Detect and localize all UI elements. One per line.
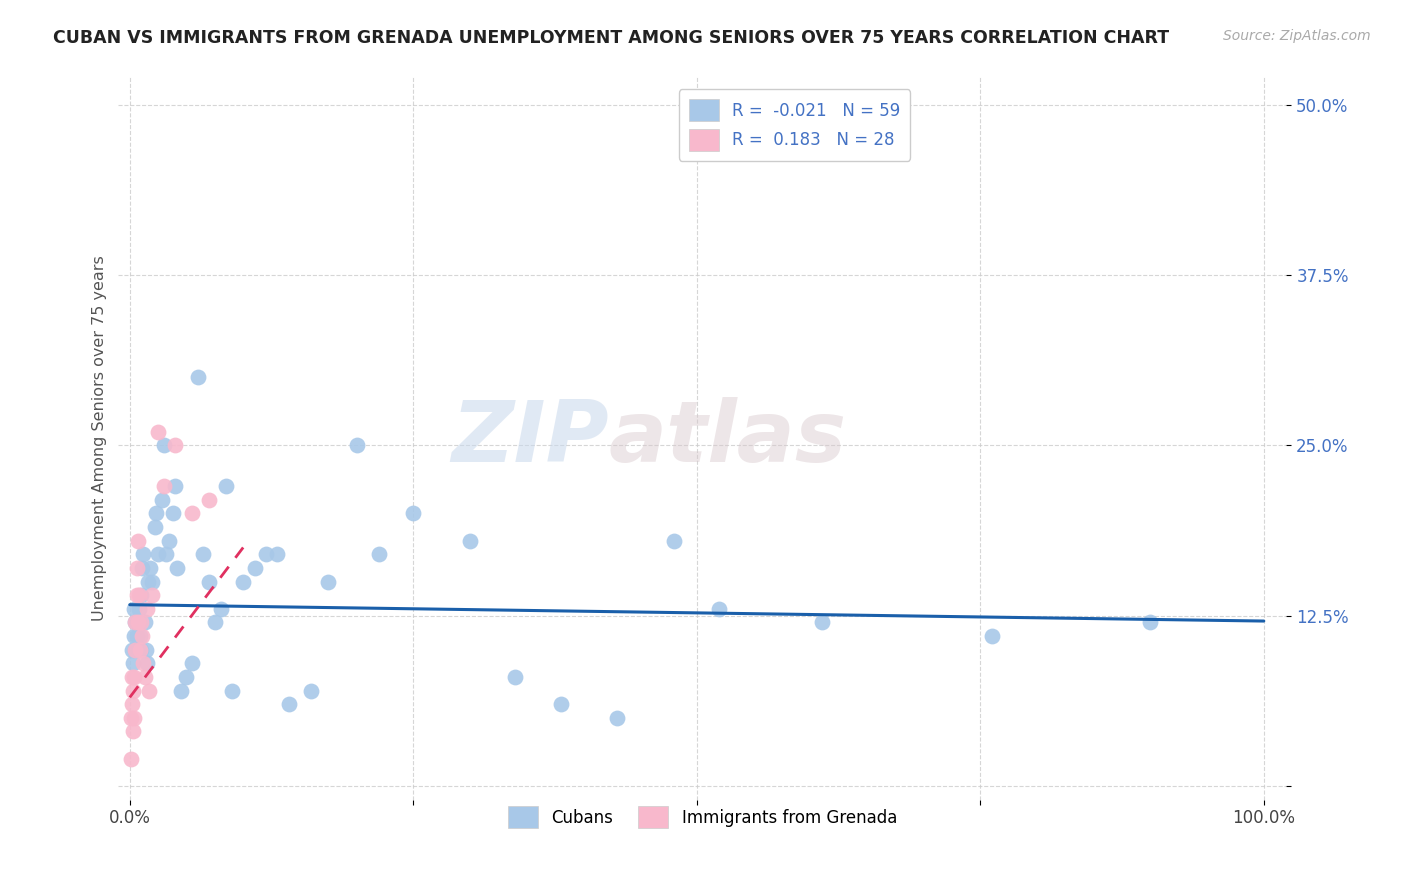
Point xyxy=(170,683,193,698)
Point xyxy=(129,615,152,630)
Point xyxy=(141,574,163,589)
Point xyxy=(166,561,188,575)
Point xyxy=(316,574,339,589)
Point xyxy=(505,670,527,684)
Point xyxy=(132,657,155,671)
Point xyxy=(145,507,167,521)
Point xyxy=(141,588,163,602)
Point xyxy=(125,561,148,575)
Point xyxy=(181,657,204,671)
Point xyxy=(150,492,173,507)
Text: ZIP: ZIP xyxy=(451,397,609,480)
Point xyxy=(124,615,146,630)
Point xyxy=(125,588,148,602)
Point xyxy=(243,561,266,575)
Point xyxy=(458,533,481,548)
Text: CUBAN VS IMMIGRANTS FROM GRENADA UNEMPLOYMENT AMONG SENIORS OVER 75 YEARS CORREL: CUBAN VS IMMIGRANTS FROM GRENADA UNEMPLO… xyxy=(53,29,1170,46)
Point xyxy=(136,574,159,589)
Point xyxy=(181,507,204,521)
Point xyxy=(131,561,153,575)
Point xyxy=(132,547,155,561)
Point xyxy=(165,479,187,493)
Point xyxy=(153,479,176,493)
Point xyxy=(980,629,1002,643)
Point xyxy=(139,561,162,575)
Point xyxy=(266,547,288,561)
Point xyxy=(135,601,157,615)
Point xyxy=(1139,615,1161,630)
Y-axis label: Unemployment Among Seniors over 75 years: Unemployment Among Seniors over 75 years xyxy=(93,256,107,622)
Point xyxy=(124,601,146,615)
Point xyxy=(135,657,157,671)
Point xyxy=(120,711,142,725)
Point xyxy=(299,683,322,698)
Point xyxy=(198,574,221,589)
Point xyxy=(129,642,152,657)
Point xyxy=(134,615,156,630)
Point xyxy=(122,657,145,671)
Point xyxy=(128,588,150,602)
Text: Source: ZipAtlas.com: Source: ZipAtlas.com xyxy=(1223,29,1371,43)
Point xyxy=(187,370,209,384)
Point xyxy=(402,507,425,521)
Text: atlas: atlas xyxy=(609,397,848,480)
Point xyxy=(128,601,150,615)
Point xyxy=(127,533,149,548)
Point xyxy=(124,629,146,643)
Point xyxy=(129,629,152,643)
Point xyxy=(124,642,146,657)
Point xyxy=(155,547,177,561)
Point xyxy=(209,601,232,615)
Point xyxy=(122,683,145,698)
Point xyxy=(709,601,731,615)
Point xyxy=(153,438,176,452)
Point xyxy=(146,425,169,439)
Point xyxy=(138,683,160,698)
Legend: Cubans, Immigrants from Grenada: Cubans, Immigrants from Grenada xyxy=(502,800,904,835)
Point xyxy=(120,752,142,766)
Point xyxy=(143,520,166,534)
Point xyxy=(221,683,243,698)
Point xyxy=(121,670,143,684)
Point xyxy=(121,642,143,657)
Point xyxy=(193,547,215,561)
Point xyxy=(346,438,368,452)
Point xyxy=(198,492,221,507)
Point xyxy=(159,533,181,548)
Point xyxy=(129,588,152,602)
Point xyxy=(127,615,149,630)
Point xyxy=(146,547,169,561)
Point xyxy=(129,642,152,657)
Point xyxy=(124,670,146,684)
Point xyxy=(215,479,238,493)
Point xyxy=(165,438,187,452)
Point xyxy=(277,697,299,711)
Point xyxy=(135,642,157,657)
Point xyxy=(124,615,146,630)
Point xyxy=(122,724,145,739)
Point xyxy=(131,629,153,643)
Point xyxy=(232,574,254,589)
Point xyxy=(162,507,184,521)
Point xyxy=(124,642,146,657)
Point xyxy=(662,533,685,548)
Point xyxy=(134,670,156,684)
Point xyxy=(368,547,391,561)
Point xyxy=(550,697,572,711)
Point xyxy=(125,629,148,643)
Point xyxy=(204,615,226,630)
Point xyxy=(606,711,628,725)
Point xyxy=(254,547,277,561)
Point xyxy=(127,615,149,630)
Point xyxy=(176,670,198,684)
Point xyxy=(124,711,146,725)
Point xyxy=(121,697,143,711)
Point xyxy=(810,615,832,630)
